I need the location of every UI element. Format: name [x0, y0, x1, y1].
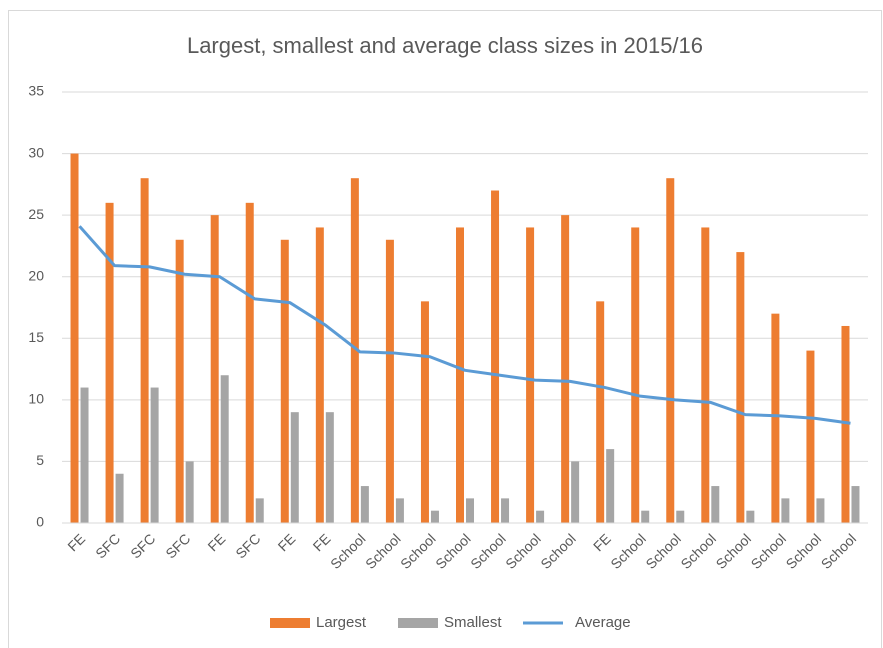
- legend-swatch: [398, 618, 438, 628]
- bar: [280, 239, 289, 523]
- y-tick-label: 15: [28, 329, 44, 345]
- bar: [70, 153, 79, 524]
- bar: [290, 412, 299, 523]
- bar: [841, 325, 850, 523]
- bar: [255, 498, 264, 523]
- legend-label: Largest: [316, 614, 367, 631]
- bar: [325, 412, 334, 523]
- line: [78, 225, 851, 425]
- y-tick-label: 10: [28, 391, 44, 407]
- bar: [816, 498, 825, 523]
- bar: [430, 510, 439, 523]
- bar: [571, 461, 580, 523]
- bar: [360, 486, 369, 523]
- bar: [596, 301, 605, 523]
- y-tick-label: 5: [36, 452, 44, 468]
- bar: [711, 486, 720, 523]
- bar: [641, 510, 650, 523]
- bar: [315, 227, 324, 523]
- y-tick-label: 30: [28, 144, 44, 160]
- bar: [245, 202, 254, 524]
- bar: [536, 510, 545, 523]
- bar: [806, 350, 815, 523]
- chart-border: [8, 10, 882, 648]
- bar: [105, 202, 114, 524]
- bar: [736, 252, 745, 524]
- bar: [491, 190, 500, 523]
- bar: [746, 510, 755, 523]
- bar: [501, 498, 510, 523]
- y-tick-label: 35: [28, 83, 44, 99]
- bar: [701, 227, 710, 523]
- bar: [80, 387, 89, 523]
- bar: [666, 178, 675, 523]
- bar: [606, 449, 615, 523]
- bar: [526, 227, 535, 523]
- bar: [395, 498, 404, 523]
- legend-label: Average: [575, 614, 631, 631]
- bar: [631, 227, 640, 523]
- bar: [561, 215, 570, 523]
- bar: [350, 178, 359, 523]
- bar: [420, 301, 429, 523]
- bar: [771, 313, 780, 523]
- bar: [781, 498, 790, 523]
- bar: [385, 239, 394, 523]
- bar: [220, 375, 229, 523]
- legend-swatch: [270, 618, 310, 628]
- bar: [676, 510, 685, 523]
- bar: [140, 178, 149, 523]
- bar: [210, 215, 219, 523]
- legend-label: Smallest: [444, 614, 502, 631]
- bar: [185, 461, 194, 523]
- bar: [150, 387, 159, 523]
- bar: [851, 486, 860, 523]
- y-tick-label: 0: [36, 514, 44, 530]
- chart-title: Largest, smallest and average class size…: [187, 33, 703, 58]
- bar: [175, 239, 184, 523]
- bar: [466, 498, 474, 523]
- bar: [456, 227, 464, 523]
- bar: [115, 473, 124, 523]
- y-tick-label: 25: [28, 206, 44, 222]
- y-tick-label: 20: [28, 267, 44, 283]
